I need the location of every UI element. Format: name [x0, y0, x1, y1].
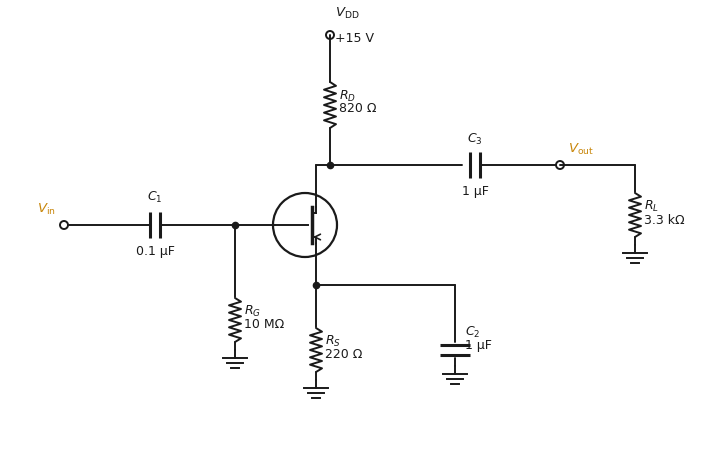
Text: 10 MΩ: 10 MΩ [244, 319, 284, 331]
Text: +15 V: +15 V [335, 32, 374, 45]
Text: $V_{\rm out}$: $V_{\rm out}$ [568, 142, 594, 157]
Text: $R_S$: $R_S$ [325, 333, 341, 349]
Text: $R_D$: $R_D$ [339, 88, 356, 103]
Text: $V_{\rm DD}$: $V_{\rm DD}$ [335, 6, 359, 21]
Text: 3.3 kΩ: 3.3 kΩ [644, 213, 684, 227]
Text: 0.1 μF: 0.1 μF [135, 245, 175, 258]
Text: 1 μF: 1 μF [465, 338, 492, 352]
Text: $C_2$: $C_2$ [465, 324, 481, 339]
Text: 1 μF: 1 μF [461, 185, 488, 198]
Text: $R_L$: $R_L$ [644, 198, 659, 213]
Text: $C_1$: $C_1$ [148, 190, 163, 205]
Text: $C_3$: $C_3$ [467, 132, 483, 147]
Text: 820 Ω: 820 Ω [339, 102, 376, 116]
Text: $V_{\rm in}$: $V_{\rm in}$ [37, 202, 56, 217]
Text: $R_G$: $R_G$ [244, 304, 261, 319]
Text: 220 Ω: 220 Ω [325, 348, 362, 361]
